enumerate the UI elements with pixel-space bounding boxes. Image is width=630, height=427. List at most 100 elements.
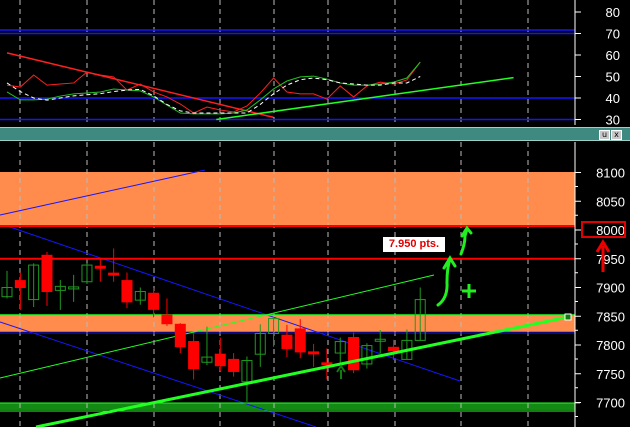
candle-body <box>94 265 106 269</box>
candle-body <box>28 264 40 301</box>
candle <box>174 323 186 354</box>
candle <box>388 339 400 360</box>
candle-body <box>81 264 93 283</box>
candle <box>361 343 373 369</box>
candle-body <box>308 351 320 355</box>
axis-tick-label: 7900 <box>596 281 625 296</box>
price-zone <box>0 172 575 226</box>
candle-body <box>268 318 280 334</box>
target-annotation-label: 7.950 pts. <box>383 237 445 252</box>
candle-body <box>148 292 160 310</box>
candle-body <box>121 280 133 303</box>
candle-body <box>254 333 266 355</box>
candle <box>214 337 226 371</box>
price-zone <box>0 402 575 410</box>
candle <box>201 326 213 366</box>
candle-body <box>214 353 226 367</box>
candle-body <box>321 362 333 366</box>
candle-body <box>294 328 306 353</box>
oscillator-trendline <box>6 52 274 119</box>
candle <box>414 287 426 341</box>
axis-tick-label: 80 <box>606 5 620 20</box>
candle <box>294 319 306 359</box>
plus-icon <box>462 284 476 298</box>
candle <box>108 248 120 282</box>
candle <box>268 316 280 347</box>
candle <box>401 329 413 360</box>
axis-tick-label: 8100 <box>596 166 625 181</box>
candle-body <box>41 254 53 293</box>
candle <box>41 251 53 306</box>
candle <box>281 324 293 358</box>
rising-support-trendline <box>35 315 569 427</box>
candle-body <box>1 287 13 298</box>
axis-tick-label: 8050 <box>596 194 625 209</box>
axis-tick-label: 70 <box>606 27 620 42</box>
oscillator-series-2 <box>6 76 421 114</box>
candle <box>334 337 346 364</box>
candle <box>161 298 173 327</box>
oscillator-series-0 <box>6 61 421 114</box>
axis-tick-label: 7750 <box>596 367 625 382</box>
candle-body <box>281 334 293 349</box>
candle <box>321 348 333 380</box>
candle <box>121 272 133 309</box>
candle-body <box>374 338 386 342</box>
candle <box>148 288 160 318</box>
candle <box>188 333 200 380</box>
trendline-handle <box>564 313 572 321</box>
candle <box>54 280 66 310</box>
candle-body <box>201 356 213 363</box>
candle-body <box>241 360 253 383</box>
candle-body <box>334 341 346 354</box>
candle <box>81 263 93 285</box>
axis-tick-label: 8000 <box>596 223 625 238</box>
candle-body <box>14 280 26 289</box>
candle-body <box>361 345 373 365</box>
candle-body <box>161 314 173 325</box>
candle-body <box>108 272 120 276</box>
candle <box>1 270 13 299</box>
panel-divider-bar[interactable]: u x <box>0 127 630 141</box>
arrow-up-icon <box>336 364 346 379</box>
axis-tick-label: 7700 <box>596 396 625 411</box>
candle <box>374 330 386 354</box>
candle-body <box>68 286 80 290</box>
candle <box>68 274 80 302</box>
axis-tick-label: 60 <box>606 48 620 63</box>
axis-tick-label: 30 <box>606 113 620 128</box>
red-arrow-up-icon <box>595 239 611 272</box>
candle-body <box>188 341 200 370</box>
green-arrow-up-icon <box>459 225 473 256</box>
axis-tick-label: 50 <box>606 70 620 85</box>
candle-body <box>228 358 240 372</box>
candle-body <box>348 337 360 371</box>
restore-icon[interactable]: u <box>599 130 610 140</box>
candle <box>228 353 240 377</box>
upper-channel-line <box>0 274 435 379</box>
axis-tick-label: 7950 <box>596 252 625 267</box>
oscillator-series-1 <box>6 61 421 115</box>
axis-tick-label: 7850 <box>596 309 625 324</box>
green-arrow-up-icon <box>436 255 457 307</box>
candle <box>28 263 40 308</box>
candle <box>348 332 360 374</box>
axis-tick-label: 40 <box>606 91 620 106</box>
candle-body <box>174 323 186 348</box>
candle-body <box>134 291 146 301</box>
candle <box>254 324 266 367</box>
price-zone <box>0 315 575 332</box>
candle <box>94 259 106 282</box>
candle <box>308 343 320 367</box>
candle-body <box>414 299 426 341</box>
highlighted-level-box <box>581 221 626 238</box>
channel-line <box>0 321 317 427</box>
close-icon[interactable]: x <box>611 130 622 140</box>
oscillator-trendline <box>216 76 514 121</box>
candle <box>14 272 26 310</box>
axis-tick-label: 7800 <box>596 338 625 353</box>
channel-line <box>0 169 206 216</box>
candle <box>241 356 253 402</box>
candle-body <box>388 346 400 352</box>
